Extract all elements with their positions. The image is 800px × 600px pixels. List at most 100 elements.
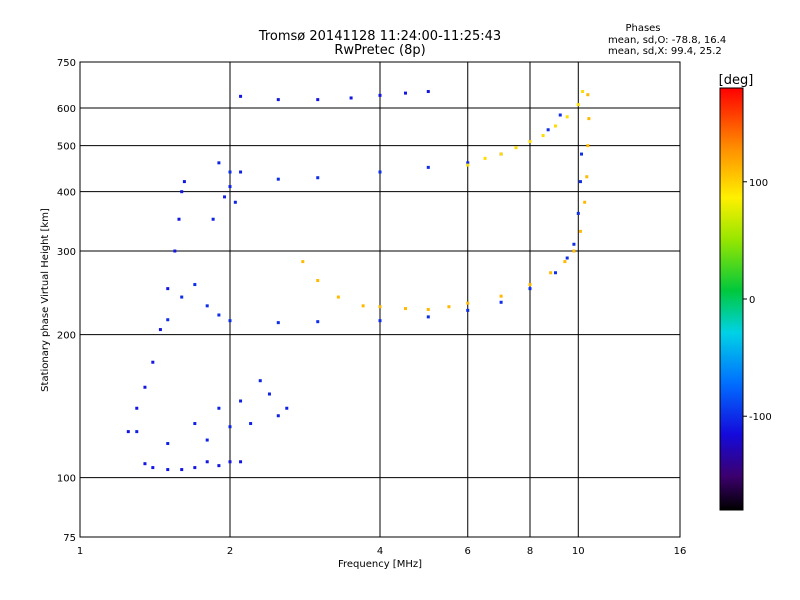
chart-title: Tromsø 20141128 11:24:00-11:25:43 (258, 29, 501, 44)
y-tick-label: 750 (57, 58, 76, 69)
colorbar-tick-label: 100 (749, 178, 768, 189)
trace-point (166, 287, 170, 291)
trace-point (217, 161, 221, 165)
trace-point (143, 385, 147, 389)
trace-point (426, 307, 430, 311)
trace-point (135, 430, 139, 434)
trace-point (193, 283, 197, 287)
trace-point (499, 300, 503, 304)
trace-point (541, 134, 545, 138)
trace-point (585, 175, 589, 179)
trace-point (301, 260, 305, 264)
trace-point (565, 256, 569, 260)
trace-point (466, 161, 470, 165)
trace-point (180, 190, 184, 194)
x-tick-label: 10 (572, 546, 585, 557)
x-axis-label: Frequency [MHz] (338, 559, 422, 570)
trace-point (228, 319, 232, 323)
trace-point (580, 152, 584, 156)
trace-point (151, 360, 155, 364)
trace-point (378, 93, 382, 97)
trace-point (205, 438, 209, 442)
trace-point (205, 460, 209, 464)
colorbar-label: [deg] (719, 73, 754, 88)
colorbar-tick-label: -100 (749, 412, 772, 423)
trace-point (228, 185, 232, 189)
trace-point (586, 144, 590, 148)
trace-point (426, 315, 430, 319)
trace-point (180, 468, 184, 472)
trace-point (378, 319, 382, 323)
trace-point (180, 295, 184, 299)
colorbar-tick-label: 0 (749, 295, 755, 306)
trace-point (466, 308, 470, 312)
chart-subtitle: RwPretec (8p) (334, 43, 425, 58)
y-tick-label: 400 (57, 188, 76, 199)
trace-point (403, 307, 407, 311)
trace-point (426, 165, 430, 169)
trace-point (528, 287, 532, 291)
trace-point (217, 464, 221, 468)
trace-point (158, 328, 162, 332)
trace-point (143, 462, 147, 466)
x-tick-label: 16 (674, 546, 687, 557)
trace-point (316, 98, 320, 102)
x-tick-label: 4 (377, 546, 383, 557)
trace-point (151, 466, 155, 470)
trace-point (228, 460, 232, 464)
trace-point (549, 271, 553, 275)
trace-point (578, 229, 582, 233)
y-tick-label: 75 (63, 533, 76, 544)
trace-point (126, 430, 130, 434)
trace-point (576, 211, 580, 215)
trace-point (572, 242, 576, 246)
trace-point (173, 249, 177, 253)
trace-point (499, 152, 503, 156)
trace-point (546, 128, 550, 132)
trace-point (553, 271, 557, 275)
trace-point (553, 124, 557, 128)
x-tick-label: 6 (465, 546, 471, 557)
trace-point (565, 115, 569, 119)
trace-point (583, 200, 587, 204)
trace-point (193, 466, 197, 470)
trace-point (378, 305, 382, 309)
y-tick-label: 100 (57, 474, 76, 485)
trace-point (316, 279, 320, 283)
trace-point (578, 180, 582, 184)
trace-point (316, 320, 320, 324)
trace-point (233, 200, 237, 204)
trace-point (177, 217, 181, 221)
trace-point (276, 321, 280, 325)
trace-point (193, 422, 197, 426)
trace-point (228, 425, 232, 429)
trace-point (276, 414, 280, 418)
trace-point (166, 318, 170, 322)
trace-point (166, 442, 170, 446)
trace-point (205, 304, 209, 308)
trace-point (558, 113, 562, 117)
trace-point (466, 301, 470, 305)
y-tick-label: 300 (57, 247, 76, 258)
trace-point (182, 180, 186, 184)
trace-point (587, 117, 591, 121)
trace-point (426, 90, 430, 94)
trace-point (563, 260, 567, 264)
trace-point (378, 170, 382, 174)
trace-point (483, 156, 487, 160)
trace-point (267, 392, 271, 396)
trace-point (316, 176, 320, 180)
trace-point (586, 93, 590, 97)
trace-point (217, 406, 221, 410)
trace-point (276, 177, 280, 181)
trace-point (211, 217, 215, 221)
trace-point (466, 163, 470, 167)
trace-point (499, 294, 503, 298)
trace-point (572, 249, 576, 253)
trace-point (361, 304, 365, 308)
trace-point (239, 170, 243, 174)
trace-point (239, 399, 243, 403)
trace-point (135, 406, 139, 410)
trace-point (217, 313, 221, 317)
